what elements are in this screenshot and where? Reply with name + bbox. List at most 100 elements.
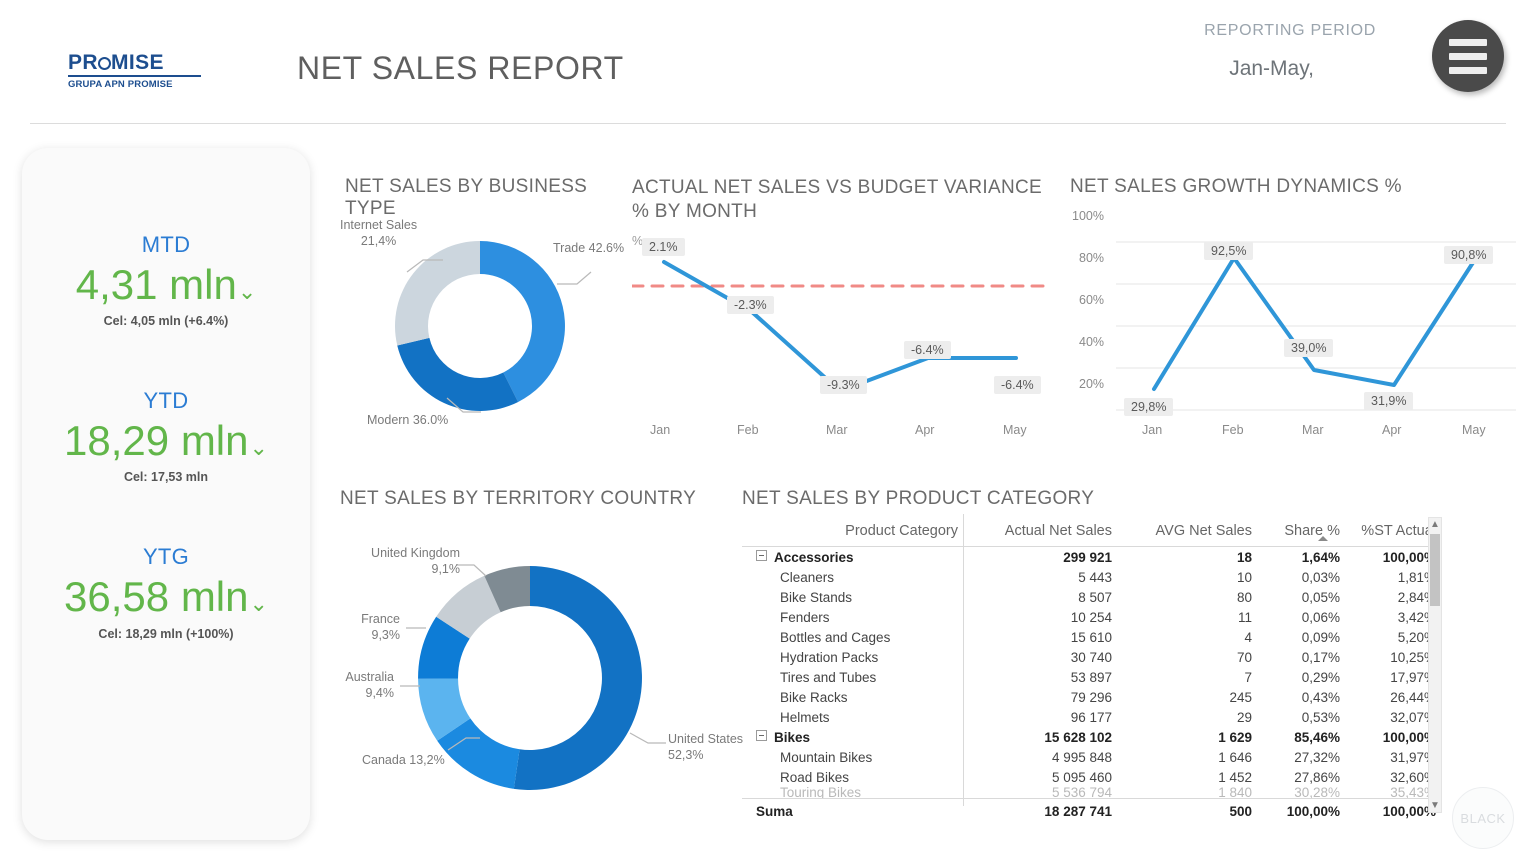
table-row[interactable]: Road Bikes 5 095 460 1 452 27,86% 32,60% [742,767,1442,787]
panel-title: NET SALES BY PRODUCT CATEGORY [742,488,1095,509]
growth-dynamics-line-chart[interactable]: 100% 80% 60% 40% 20% 29,8% 92,5% 39,0% 3… [1070,176,1520,456]
table-row[interactable]: Touring Bikes 5 536 794 1 840 30,28% 35,… [742,787,1442,799]
table-row[interactable]: Hydration Packs 30 740 70 0,17% 10,25% [742,647,1442,667]
table-row[interactable]: Helmets 96 177 29 0,53% 32,07% [742,707,1442,727]
product-category-table[interactable]: Product Category Actual Net Sales AVG Ne… [742,520,1442,822]
business-type-donut-chart[interactable]: Trade 42.6% Internet Sales 21,4% Modern … [340,176,624,456]
cell-avg: 10 [1236,569,1252,585]
table-row[interactable]: Bike Stands 8 507 80 0,05% 2,84% [742,587,1442,607]
donut-label-canada: Canada 13,2% [362,753,445,767]
cell-category: Bike Racks [780,689,848,705]
column-header-share[interactable]: Share % [1258,520,1346,547]
x-tick-apr: Apr [915,423,935,437]
data-label-feb: 92,5% [1204,242,1254,260]
column-header-product-category[interactable]: Product Category [742,520,970,547]
cell-category: Fenders [780,609,830,625]
panel-title: NET SALES BY BUSINESS TYPE [345,176,588,219]
cell-actual: 79 296 [1070,689,1112,705]
cell-category: Cleaners [780,569,835,585]
cell-share: 27,32% [1294,749,1340,765]
cell-actual: 30 740 [1070,649,1112,665]
x-tick-jan: Jan [650,423,671,437]
table-row[interactable]: Bottles and Cages 15 610 4 0,09% 5,20% [742,627,1442,647]
donut-slice-trade[interactable] [480,241,565,402]
cell-share: 0,43% [1301,689,1340,705]
cell-share: 0,53% [1301,709,1340,725]
kpi-card-mtd[interactable]: MTD 4,31 mln⌄ Cel: 4,05 mln (+6.4%) [22,232,310,328]
donut-slice-other[interactable] [484,566,530,613]
column-header-avg-net-sales[interactable]: AVG Net Sales [1118,520,1258,547]
table-row[interactable]: Bikes 15 628 102 1 629 85,46% 100,00% [742,727,1442,747]
kpi-target: Cel: 18,29 mln (+100%) [98,626,234,641]
donut-label-modern: Modern 36.0% [367,413,449,427]
cell-actual: 299 921 [1063,549,1112,565]
chevron-down-icon[interactable]: ⌄ [249,591,268,617]
donut-slice-modern[interactable] [397,337,519,411]
variance-line-chart[interactable]: % 2.1% -2.3% -9.3% -6.4% -6.4% Jan Feb M… [632,176,1057,456]
cell-share: 0,06% [1301,609,1340,625]
donut-slice-united-states[interactable] [513,566,642,790]
panel-net-sales-by-business-type: NET SALES BY BUSINESS TYPE Trade 42.6% [340,176,624,456]
table-row[interactable]: Accessories 299 921 18 1,64% 100,00% [742,547,1442,568]
row-expander-icon[interactable] [756,549,767,561]
leader-line-modern [446,397,481,413]
kpi-label: YTD [143,388,189,414]
promise-logo: PR MISE GRUPA APN PROMISE [68,52,203,90]
cell-category: Road Bikes [780,769,850,785]
table-row[interactable]: Cleaners 5 443 10 0,03% 1,81% [742,567,1442,587]
cell-actual: 5 095 460 [1051,769,1112,785]
cell-category: Bike Stands [780,589,853,605]
cell-share: 0,05% [1301,589,1340,605]
cell-avg: 80 [1236,589,1252,605]
scroll-down-arrow-icon[interactable]: ▼ [1430,800,1440,811]
data-label-apr: -6.4% [904,341,951,359]
cell-share: 27,86% [1294,769,1340,785]
table-row[interactable]: Bike Racks 79 296 245 0,43% 26,44% [742,687,1442,707]
scrollbar-thumb[interactable] [1430,534,1440,606]
table-row[interactable]: Tires and Tubes 53 897 7 0,29% 17,97% [742,667,1442,687]
kpi-target: Cel: 17,53 mln [123,470,209,485]
cell-share: 0,29% [1301,669,1340,685]
data-label-may: 90,8% [1444,246,1494,264]
table-row[interactable]: Fenders 10 254 11 0,06% 3,42% [742,607,1442,627]
row-expander-icon[interactable] [756,729,767,741]
territory-donut-chart[interactable]: United Kingdom 9,1% France 9,3% Australi… [340,488,743,838]
cell-category: Helmets [780,709,830,725]
column-header-st-actual[interactable]: %ST Actual [1346,520,1442,547]
cell-avg: 7 [1244,669,1252,685]
cell-st: 100,00% [1382,729,1436,745]
leader-line-us [629,732,666,744]
x-tick-feb: Feb [737,423,759,437]
donut-slice-internet-sales[interactable] [394,241,480,346]
chevron-down-icon[interactable]: ⌄ [249,435,268,461]
kpi-label: YTG [142,544,190,570]
donut-slice-united-kingdom[interactable] [436,575,501,639]
cell-category: Hydration Packs [780,649,879,665]
black-theme-button[interactable]: BLACK [1452,787,1514,849]
donut-slice-australia[interactable] [418,678,471,741]
kpi-card-ytd[interactable]: YTD 18,29 mln⌄ Cel: 17,53 mln [22,388,310,484]
panel-title: ACTUAL NET SALES VS BUDGET VARIANCE % BY… [632,177,1042,223]
table-vertical-scrollbar[interactable]: ▲ ▼ [1428,517,1442,813]
x-tick-jan: Jan [1142,423,1163,437]
donut-label-united-kingdom: United Kingdom 9,1% [371,546,460,576]
donut-slice-france[interactable] [418,616,470,679]
table-row[interactable]: Mountain Bikes 4 995 848 1 646 27,32% 31… [742,747,1442,767]
cell-st: 17,97% [1390,669,1436,685]
logo-text-part1: PR [68,51,98,74]
kpi-card-ytg[interactable]: YTG 36,58 mln⌄ Cel: 18,29 mln (+100%) [22,544,310,640]
scroll-up-arrow-icon[interactable]: ▲ [1430,519,1440,530]
reporting-period-value[interactable]: Jan-May, [1229,57,1314,80]
hamburger-menu-icon[interactable] [1432,20,1504,92]
cell-avg: 1 452 [1218,769,1252,785]
cell-actual: 15 610 [1070,629,1112,645]
donut-slice-canada[interactable] [437,718,520,789]
reporting-period-label: REPORTING PERIOD [1204,22,1376,39]
y-axis-unit-label: % [632,234,644,248]
column-header-actual-net-sales[interactable]: Actual Net Sales [970,520,1118,547]
cell-st: 1,81% [1397,569,1436,585]
y-tick-100: 100% [1072,209,1104,223]
chevron-down-icon[interactable]: ⌄ [237,279,257,304]
data-label-may: -6.4% [994,376,1041,394]
cell-st: 5,20% [1397,629,1436,645]
